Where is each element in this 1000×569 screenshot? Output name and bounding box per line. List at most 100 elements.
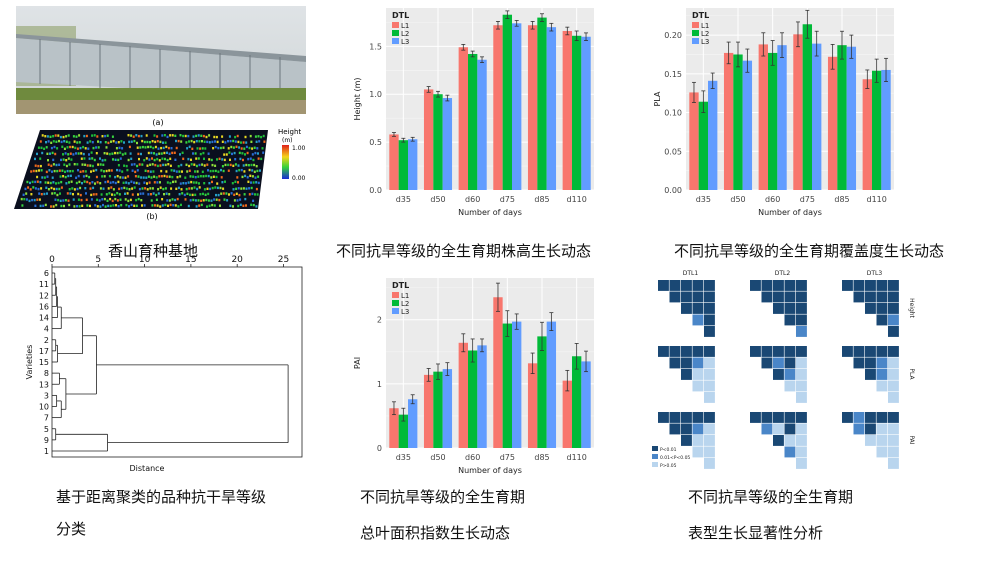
significance-cell — [876, 435, 888, 446]
plant-pixel — [234, 163, 237, 166]
plant-pixel — [39, 181, 42, 184]
plant-pixel — [256, 169, 259, 173]
plant-pixel — [37, 187, 40, 191]
significance-cell — [692, 423, 704, 435]
plant-pixel — [217, 170, 220, 173]
top-axis-label: 15 — [185, 255, 196, 265]
plant-pixel — [71, 145, 74, 149]
plant-pixel — [70, 180, 73, 183]
plant-pixel — [114, 197, 117, 201]
plant-pixel — [45, 146, 48, 149]
plant-pixel — [44, 135, 47, 138]
plant-pixel — [94, 182, 96, 185]
plant-pixel — [242, 164, 245, 167]
plant-pixel — [89, 164, 92, 167]
plant-pixel — [221, 135, 224, 138]
plant-pixel — [170, 147, 173, 150]
plant-pixel — [233, 151, 236, 155]
plant-pixel — [216, 182, 219, 185]
significance-cell — [888, 412, 899, 423]
legend-swatch-L1 — [392, 22, 399, 28]
plant-pixel — [117, 164, 120, 167]
leaf-label: 15 — [39, 358, 49, 367]
plant-pixel — [112, 188, 115, 191]
sig-legend-swatch — [652, 454, 658, 459]
plant-pixel — [107, 180, 109, 183]
significance-cell — [704, 346, 715, 357]
plant-pixel — [163, 174, 166, 178]
plant-pixel — [104, 180, 107, 184]
plant-pixel — [141, 139, 144, 143]
plant-pixel — [176, 197, 179, 201]
y-axis-label: PAI — [353, 357, 362, 369]
plant-pixel — [106, 199, 109, 202]
bar-L3-d60 — [777, 45, 787, 190]
plant-pixel — [209, 187, 212, 191]
plant-pixel — [237, 140, 240, 144]
bar-L1-d50 — [423, 89, 434, 190]
y-tick-label: 0.10 — [664, 109, 682, 118]
plant-pixel — [81, 163, 84, 166]
plant-pixel — [152, 146, 155, 150]
plant-pixel — [229, 139, 232, 143]
y-axis-label: Varieties — [25, 345, 34, 380]
plant-pixel — [149, 141, 151, 144]
plant-pixel — [166, 151, 168, 154]
plant-pixel — [52, 158, 55, 162]
plant-pixel — [247, 164, 250, 167]
plant-pixel — [248, 146, 251, 150]
significance-cell — [876, 380, 888, 392]
plant-pixel — [121, 147, 124, 150]
significance-cell — [853, 346, 865, 357]
plant-pixel — [86, 204, 89, 207]
plant-pixel — [139, 146, 142, 149]
plant-pixel — [147, 175, 150, 178]
plant-pixel — [188, 164, 191, 168]
plant-pixel — [186, 170, 189, 173]
significance-cell — [853, 423, 865, 435]
plant-pixel — [151, 187, 154, 190]
plant-pixel — [79, 146, 82, 150]
plant-pixel — [68, 188, 71, 191]
base-photo-panel: (a) (b) Height (m) 1.00 0.00 — [10, 4, 310, 222]
plant-pixel — [115, 204, 117, 207]
plant-pixel — [208, 134, 211, 137]
plant-pixel — [180, 140, 183, 143]
plant-pixel — [124, 192, 126, 195]
plant-pixel — [194, 176, 197, 179]
significance-cell — [692, 291, 704, 303]
plant-pixel — [86, 180, 89, 184]
leaf-label: 3 — [44, 391, 49, 400]
bar-L2-d35 — [398, 414, 409, 448]
plant-pixel — [125, 181, 128, 184]
bar-L3-d35 — [408, 399, 418, 448]
plant-pixel — [162, 146, 165, 150]
significance-heatmaps: DTL1 DTL2 DTL3 Height PLA PAI P<0.01 0.01<P<0.0… — [652, 270, 915, 469]
plant-pixel — [38, 169, 40, 172]
significance-cell — [888, 392, 899, 403]
plant-pixel — [180, 203, 182, 207]
legend-label-L3: L3 — [701, 38, 709, 46]
plant-pixel — [159, 205, 162, 208]
x-tick-label: d60 — [765, 195, 780, 204]
plant-pixel — [134, 175, 137, 178]
plant-pixel — [80, 152, 83, 155]
plant-pixel — [69, 152, 72, 155]
plant-pixel — [75, 176, 78, 179]
plant-pixel — [238, 193, 241, 197]
plant-pixel — [218, 157, 221, 160]
plant-pixel — [245, 145, 248, 149]
y-tick-label: 0.15 — [664, 70, 682, 79]
plant-pixel — [40, 187, 43, 190]
plant-pixel — [141, 204, 143, 207]
plant-pixel — [25, 198, 28, 201]
x-tick-label: d85 — [834, 195, 849, 204]
plant-pixel — [180, 163, 183, 167]
plant-pixel — [144, 169, 147, 172]
plant-pixel — [188, 187, 191, 190]
plant-pixel — [227, 169, 230, 172]
plant-pixel — [108, 169, 111, 172]
plant-pixel — [104, 141, 107, 144]
plant-pixel — [189, 199, 192, 202]
significance-cell — [853, 412, 865, 423]
